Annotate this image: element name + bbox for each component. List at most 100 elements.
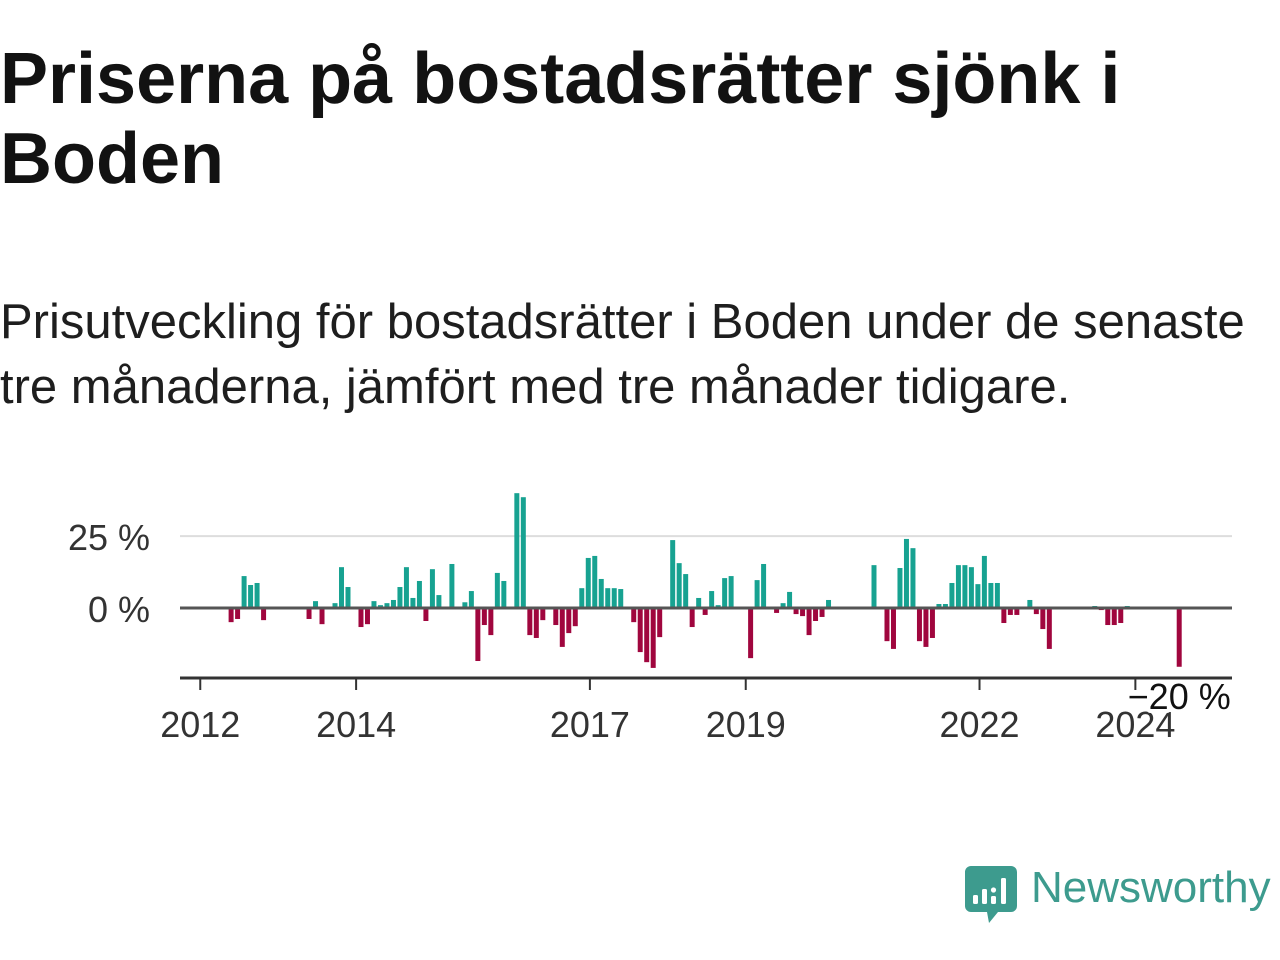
bar-negative bbox=[631, 608, 637, 623]
bar-positive bbox=[339, 567, 344, 609]
bar-negative bbox=[916, 608, 922, 642]
bar-negative bbox=[566, 608, 572, 634]
bar-positive bbox=[585, 557, 591, 609]
bar-positive bbox=[780, 603, 786, 609]
bar-negative bbox=[364, 608, 370, 625]
newsworthy-logo: Newsworthy bbox=[965, 863, 1275, 923]
bar-negative bbox=[1046, 608, 1052, 649]
bar-positive bbox=[403, 567, 409, 609]
bar-negative bbox=[1033, 608, 1039, 615]
x-tick-label: 2014 bbox=[316, 704, 396, 745]
bar-positive bbox=[520, 497, 526, 609]
bar-negative bbox=[475, 608, 481, 662]
bar-negative bbox=[1118, 608, 1124, 624]
bar-positive bbox=[313, 601, 319, 609]
bar-positive bbox=[994, 582, 1000, 609]
bar-positive bbox=[241, 576, 247, 609]
brand-name: Newsworthy bbox=[1031, 863, 1271, 912]
bar-negative bbox=[884, 608, 890, 642]
bar-positive bbox=[722, 578, 728, 609]
bar-negative bbox=[1176, 608, 1182, 667]
bar-positive bbox=[676, 563, 682, 609]
bar-positive bbox=[975, 584, 981, 609]
bar-positive bbox=[397, 587, 403, 609]
bar-negative bbox=[1014, 608, 1020, 615]
y-tick-label: 25 % bbox=[68, 517, 150, 558]
bar-negative bbox=[481, 608, 487, 626]
bar-positive bbox=[910, 548, 916, 609]
bar-positive bbox=[709, 591, 715, 609]
bar-negative bbox=[488, 608, 494, 636]
bar-negative bbox=[261, 608, 267, 621]
bar-negative bbox=[657, 608, 663, 638]
bar-positive bbox=[618, 589, 624, 609]
bar-negative bbox=[813, 608, 819, 621]
bar-positive bbox=[410, 597, 416, 609]
bar-negative bbox=[235, 608, 241, 619]
bar-positive bbox=[754, 580, 760, 609]
bar-negative bbox=[890, 608, 896, 649]
bar-positive bbox=[611, 588, 617, 609]
bar-positive bbox=[787, 591, 793, 609]
bar-positive bbox=[416, 580, 422, 609]
x-tick-label: 2019 bbox=[706, 704, 786, 745]
bar-positive bbox=[345, 587, 351, 609]
bar-negative bbox=[533, 608, 539, 638]
bar-negative bbox=[228, 608, 234, 623]
bar-negative bbox=[650, 608, 656, 668]
bar-positive bbox=[390, 599, 396, 609]
bar-positive bbox=[501, 580, 507, 609]
bar-negative bbox=[793, 608, 799, 615]
bar-negative bbox=[644, 608, 650, 663]
logo-bar bbox=[973, 895, 978, 904]
bar-positive bbox=[903, 538, 909, 609]
bar-positive bbox=[696, 597, 702, 609]
bar-negative bbox=[559, 608, 565, 647]
bar-positive bbox=[936, 604, 942, 609]
bar-positive bbox=[962, 565, 968, 609]
x-tick-label: 2012 bbox=[160, 704, 240, 745]
bar-negative bbox=[806, 608, 812, 636]
bar-positive bbox=[598, 578, 604, 609]
bar-positive bbox=[494, 572, 500, 609]
bar-positive bbox=[579, 588, 585, 609]
x-tick-label: 2022 bbox=[939, 704, 1019, 745]
bar-positive bbox=[897, 568, 903, 609]
bar-positive bbox=[371, 601, 377, 609]
bar-positive bbox=[871, 565, 877, 609]
bar-negative bbox=[689, 608, 695, 628]
bar-negative bbox=[540, 608, 546, 621]
bar-positive bbox=[955, 565, 961, 609]
chart-subtitle: Prisutveckling för bostadsrätter i Boden… bbox=[0, 295, 1245, 414]
bar-positive bbox=[826, 599, 832, 609]
bar-negative bbox=[748, 608, 754, 659]
bar-positive bbox=[968, 567, 974, 609]
bar-positive bbox=[384, 603, 390, 609]
bar-positive bbox=[1027, 599, 1033, 609]
bar-negative bbox=[572, 608, 578, 627]
bar-positive bbox=[988, 582, 994, 609]
bar-negative bbox=[319, 608, 325, 625]
bar-negative bbox=[527, 608, 533, 636]
bar-positive bbox=[942, 604, 948, 609]
bar-positive bbox=[728, 576, 734, 609]
bar-positive bbox=[670, 540, 676, 609]
logo-bar bbox=[991, 896, 996, 904]
bar-positive bbox=[462, 602, 468, 609]
bar-negative bbox=[1007, 608, 1013, 615]
bar-positive bbox=[449, 563, 455, 609]
bar-positive bbox=[761, 563, 767, 609]
chart-title: Priserna på bostadsrätter sjönk i Boden bbox=[0, 39, 1121, 199]
x-tick-label: 2017 bbox=[550, 704, 630, 745]
bar-negative bbox=[929, 608, 935, 638]
y-tick-label: 0 % bbox=[88, 589, 150, 630]
bar-positive bbox=[436, 595, 442, 609]
bar-negative bbox=[1040, 608, 1046, 630]
bar-negative bbox=[306, 608, 312, 619]
bar-negative bbox=[358, 608, 364, 628]
bar-negative bbox=[800, 608, 806, 617]
logo-bar bbox=[982, 889, 987, 904]
bar-positive bbox=[254, 582, 260, 609]
bar-negative bbox=[774, 608, 780, 613]
logo-dot bbox=[990, 887, 997, 893]
